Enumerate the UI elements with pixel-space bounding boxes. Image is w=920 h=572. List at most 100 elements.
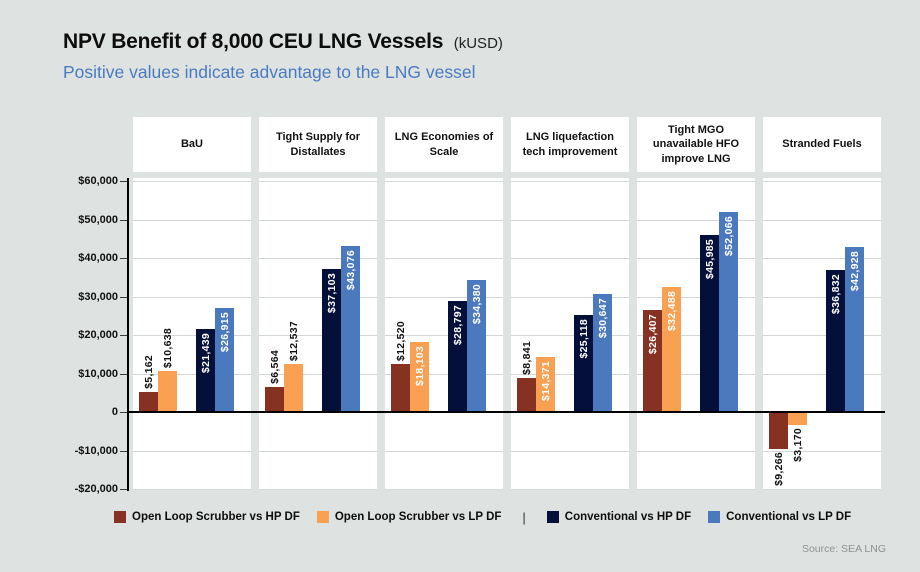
- gridline: [763, 373, 881, 375]
- bar: [467, 279, 486, 412]
- gridline: [763, 296, 881, 298]
- gridline: [511, 181, 629, 182]
- bar-value-text: $52,066: [722, 215, 735, 256]
- legend-label: Conventional vs LP DF: [726, 511, 852, 523]
- bar: [196, 329, 215, 412]
- legend-swatch: [546, 511, 559, 523]
- bar: [826, 270, 845, 412]
- gridline: [637, 219, 755, 221]
- bar: [574, 315, 593, 412]
- y-tick-mark: [120, 489, 128, 490]
- bar-value-text: $10,638: [161, 327, 174, 369]
- chart-title-unit: (kUSD): [453, 35, 503, 52]
- bar-value-label: $25,118: [574, 319, 593, 358]
- y-tick-mark: [120, 181, 128, 182]
- gridline: [763, 258, 881, 259]
- y-tick-mark: [120, 373, 128, 375]
- gridline: [385, 258, 503, 259]
- y-tick-label: $50,000: [78, 213, 118, 226]
- gridline: [133, 335, 251, 336]
- category-header: Tight Supply for Distallates: [259, 117, 377, 172]
- y-tick-mark: [120, 412, 128, 413]
- gridline: [259, 258, 377, 259]
- bar-value-text: $34,380: [470, 283, 483, 324]
- bar: [845, 246, 864, 412]
- bar: [284, 363, 303, 412]
- gridline: [511, 450, 629, 452]
- zero-axis-line: [127, 411, 885, 413]
- gridline: [511, 296, 629, 298]
- bar-value-text: $37,103: [325, 273, 338, 314]
- category-header: LNG Economies of Scale: [385, 117, 503, 172]
- y-tick-label: -$10,000: [74, 444, 118, 457]
- category-header: LNG liquefaction tech improvement: [511, 117, 629, 172]
- legend-label: Conventional vs HP DF: [564, 511, 692, 523]
- gridline: [385, 373, 503, 375]
- legend: Open Loop Scrubber vs HP DF Open Loop Scr…: [114, 508, 890, 526]
- legend-item: Conventional vs HP DF: [546, 511, 692, 523]
- bar: [215, 308, 234, 412]
- bar-value-label: $3,170: [788, 428, 807, 462]
- gridline: [637, 450, 755, 452]
- bar-value-text: $12,537: [287, 320, 300, 361]
- bar: [593, 294, 612, 412]
- gridline: [385, 450, 503, 452]
- bar: [158, 371, 177, 412]
- gridline: [259, 296, 377, 298]
- gridline: [133, 181, 251, 182]
- bar: [448, 301, 467, 412]
- y-tick-mark: [120, 219, 128, 221]
- bar: [662, 286, 681, 412]
- legend-swatch: [708, 511, 721, 523]
- gridline: [637, 296, 755, 298]
- gridline: [511, 489, 629, 490]
- bar-value-text: $45,985: [703, 238, 716, 280]
- bar-value-text: $21,439: [199, 333, 212, 374]
- category-header: BaU: [133, 117, 251, 172]
- gridline: [511, 219, 629, 221]
- gridline: [763, 219, 881, 221]
- gridline: [511, 373, 629, 375]
- bar-value-label: $45,985: [700, 239, 719, 279]
- bar: [517, 377, 536, 412]
- y-tick-label: $30,000: [78, 290, 118, 303]
- source-label: Source: SEA LNG: [801, 543, 886, 555]
- bar: [139, 392, 158, 412]
- bar-value-label: $6,564: [265, 350, 284, 384]
- legend-swatch: [114, 511, 126, 523]
- bar-value-label: $34,380: [467, 284, 486, 324]
- gridline: [637, 489, 755, 490]
- gridline: [637, 335, 755, 336]
- bar-value-text: $9,266: [772, 451, 785, 486]
- bar-value-label: $28,797: [448, 305, 467, 345]
- gridline: [133, 489, 251, 490]
- gridline: [259, 489, 377, 490]
- gridline: [385, 181, 503, 182]
- bar-value-text: $8,841: [520, 341, 533, 375]
- bar: [536, 356, 555, 412]
- gridline: [385, 219, 503, 221]
- bar-value-label: $26,915: [215, 312, 234, 352]
- bar: [788, 413, 807, 426]
- bar-value-text: $30,647: [596, 298, 609, 339]
- y-tick-label: 0: [111, 406, 118, 418]
- gridline: [259, 373, 377, 375]
- gridline: [385, 296, 503, 298]
- plot-area: $5,162 $6,564 $12,520 $8,841 $26,407 $9,266 $1…: [127, 178, 885, 490]
- bar-value-text: $14,371: [539, 360, 552, 401]
- legend-item: Conventional vs LP DF: [708, 511, 851, 523]
- bar-value-label: $37,103: [322, 273, 341, 313]
- legend-label: Open Loop Scrubber vs HP DF: [132, 511, 300, 523]
- gridline: [133, 373, 251, 375]
- category-header: Tight MGO unavailable HFO improve LNG: [637, 117, 755, 172]
- bar-value-label: $52,066: [719, 216, 738, 256]
- bar-value-label: $5,162: [139, 355, 158, 389]
- bar-value-text: $43,076: [344, 250, 357, 291]
- legend-item: Open Loop Scrubber vs HP DF: [114, 511, 300, 523]
- y-tick-mark: [120, 335, 128, 336]
- legend-item: Open Loop Scrubber vs LP DF: [316, 511, 501, 523]
- bar: [410, 342, 429, 412]
- y-tick-label: $20,000: [78, 329, 118, 341]
- y-tick-label: $60,000: [78, 175, 118, 187]
- gridline: [259, 335, 377, 336]
